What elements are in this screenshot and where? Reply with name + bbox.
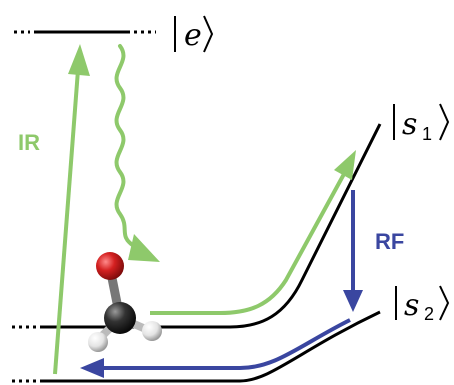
svg-text:e: e — [184, 18, 202, 53]
svg-text:2: 2 — [424, 304, 434, 324]
s2-potential-curve — [12, 310, 381, 383]
wavy-emission-arrow — [114, 44, 160, 262]
formaldehyde-molecule-icon — [88, 252, 162, 352]
s2-trajectory-arrow — [80, 318, 351, 378]
svg-text:s: s — [402, 107, 417, 142]
s2-state-label: s 2 — [395, 285, 450, 324]
ir-label: IR — [18, 130, 40, 155]
svg-text:1: 1 — [422, 124, 432, 144]
s1-state-label: s 1 — [393, 103, 450, 144]
rf-transition-arrow — [343, 190, 363, 312]
ir-excitation-arrow — [53, 44, 90, 375]
s1-potential-curve — [12, 123, 382, 329]
svg-text:s: s — [404, 288, 419, 323]
excited-state-label: e — [174, 15, 214, 53]
rf-label: RF — [375, 229, 404, 254]
s1-trajectory-arrow — [150, 150, 356, 315]
